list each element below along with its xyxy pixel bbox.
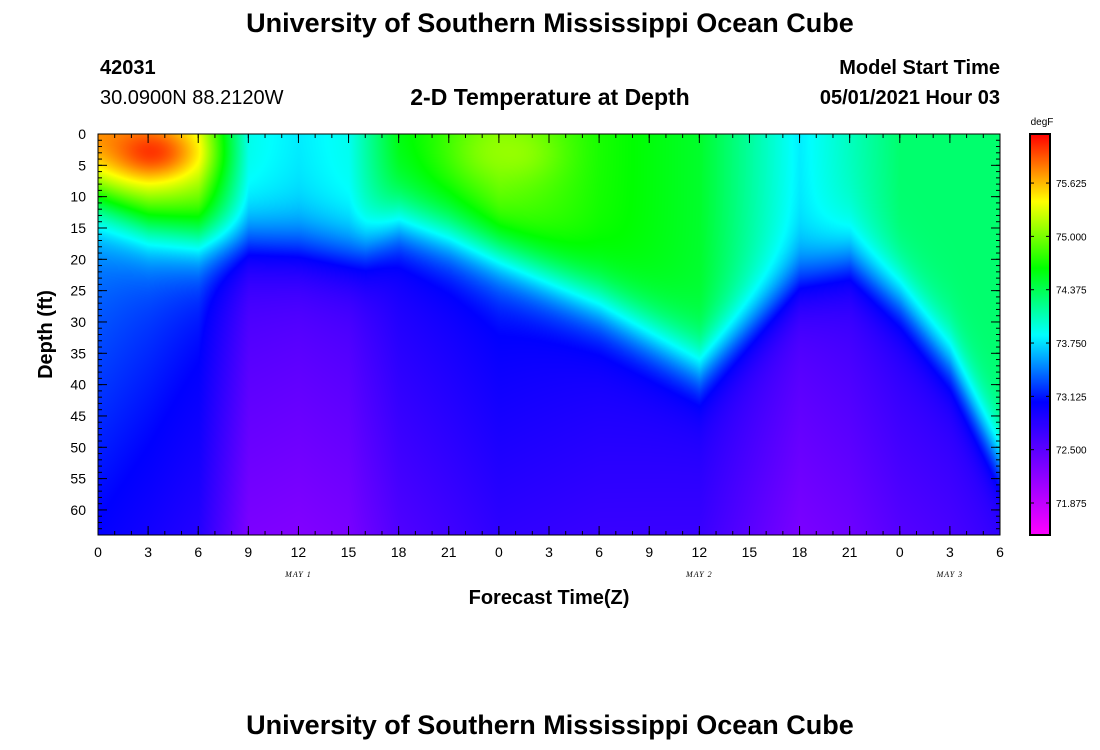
x-axis-label: Forecast Time(Z): [469, 587, 630, 609]
heatmap-field: [98, 134, 1000, 535]
date-label: MAY 2: [685, 570, 713, 579]
x-tick-label: 9: [244, 544, 252, 560]
y-tick-label: 55: [70, 471, 86, 487]
y-tick-label: 30: [70, 314, 86, 330]
x-tick-label: 3: [946, 544, 954, 560]
station-location: 30.0900N 88.2120W: [100, 87, 284, 109]
x-tick-label: 0: [94, 544, 102, 560]
colorbar-tick-label: 75.625: [1056, 179, 1087, 190]
colorbar-tick-label: 73.750: [1056, 339, 1087, 350]
date-label: MAY 3: [936, 570, 964, 579]
date-label: MAY 1: [284, 570, 312, 579]
y-tick-label: 50: [70, 439, 86, 455]
x-tick-label: 18: [792, 544, 808, 560]
y-tick-label: 40: [70, 377, 86, 393]
y-tick-label: 45: [70, 408, 86, 424]
x-tick-label: 6: [595, 544, 603, 560]
colorbar-unit-label: degF: [1031, 117, 1054, 128]
chart-subtitle: 2-D Temperature at Depth: [410, 84, 690, 110]
y-tick-label: 35: [70, 345, 86, 361]
y-tick-label: 10: [70, 189, 86, 205]
x-tick-label: 15: [742, 544, 758, 560]
colorbar-tick-label: 72.500: [1056, 446, 1087, 457]
x-tick-label: 21: [441, 544, 457, 560]
x-tick-label: 0: [896, 544, 904, 560]
x-tick-label: 9: [645, 544, 653, 560]
x-tick-label: 21: [842, 544, 858, 560]
chart-title: University of Southern Mississippi Ocean…: [246, 8, 854, 38]
x-tick-label: 18: [391, 544, 407, 560]
colorbar-tick-label: 73.125: [1056, 392, 1087, 403]
y-tick-label: 5: [78, 157, 86, 173]
x-tick-label: 6: [996, 544, 1004, 560]
y-tick-label: 0: [78, 126, 86, 142]
model-start-label: Model Start Time: [839, 57, 1000, 79]
x-tick-label: 12: [291, 544, 307, 560]
y-tick-label: 20: [70, 251, 86, 267]
x-tick-label: 15: [341, 544, 357, 560]
colorbar-gradient: [1030, 134, 1050, 535]
y-tick-label: 60: [70, 502, 86, 518]
station-id: 42031: [100, 57, 156, 79]
model-start-value: 05/01/2021 Hour 03: [819, 87, 1000, 109]
x-tick-label: 0: [495, 544, 503, 560]
x-tick-label: 3: [144, 544, 152, 560]
x-tick-label: 3: [545, 544, 553, 560]
x-tick-label: 12: [692, 544, 708, 560]
colorbar-tick-label: 71.875: [1056, 499, 1087, 510]
x-tick-label: 6: [194, 544, 202, 560]
y-tick-label: 15: [70, 220, 86, 236]
colorbar-frame: [1029, 133, 1051, 536]
y-tick-label: 25: [70, 283, 86, 299]
colorbar-tick-label: 75.000: [1056, 232, 1087, 243]
colorbar-tick-label: 74.375: [1056, 286, 1087, 297]
y-axis-label: Depth (ft): [35, 290, 57, 379]
footer-title: University of Southern Mississippi Ocean…: [246, 710, 854, 740]
